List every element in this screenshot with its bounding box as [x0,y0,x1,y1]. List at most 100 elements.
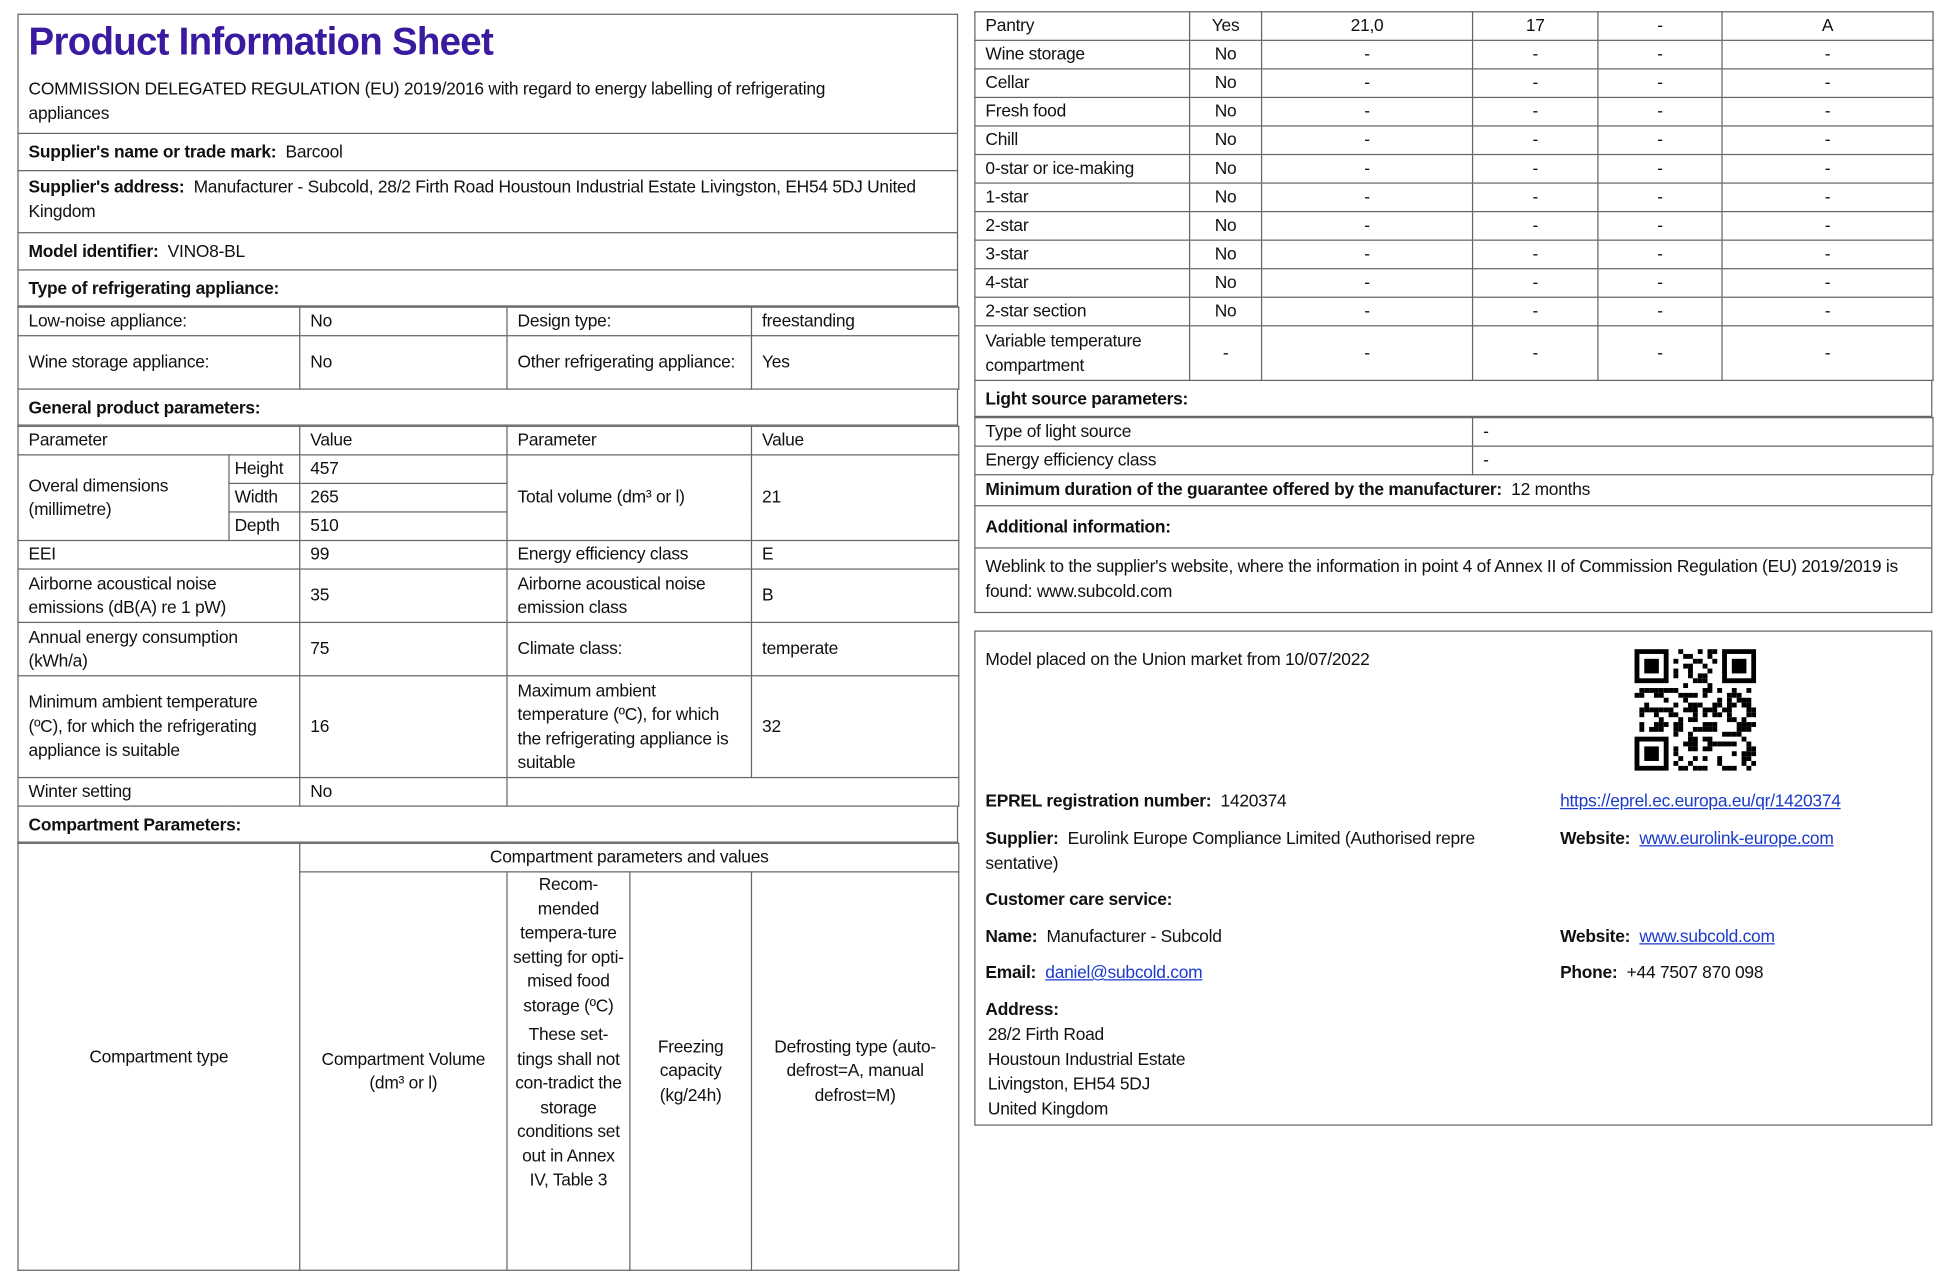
dim-label: Height [228,454,301,485]
care-heading: Customer care service: [985,888,1173,909]
cell: No [1188,268,1263,298]
light-heading: Light source parameters: [974,381,1933,418]
cell: - [1721,182,1934,213]
cell: Cellar [974,68,1191,99]
type-heading: Type of refrigerating appliance: [17,270,959,307]
compartment-values-table: Pantry Yes 21,0 17- A Wine storage No - - - - Cella… [974,11,1934,382]
cell: - [1471,296,1599,327]
cell: - [1471,182,1599,213]
cell: Winter setting [17,776,301,807]
cell: Energy efficiency class [974,445,1474,476]
cell: Low-noise appliance: [17,306,301,337]
compartment-row: 2-star section No - - - - [974,296,1934,327]
label: Supplier's name or trade mark: [28,141,277,162]
cell: No [1188,153,1263,184]
supplier-address-row: Supplier's address: Manufacturer - Subco… [17,171,959,234]
col-header: Compartment Volume (dm³ or l) [299,871,508,1271]
group-header: Compartment parameters and values [299,842,960,873]
supplier-website-link[interactable]: www.eurolink-europe.com [1639,827,1834,848]
address-line: 28/2 Firth Road [987,1023,1104,1044]
cell: - [1721,268,1934,298]
cell: Wine storage appliance: [17,335,301,390]
eprel-reg: EPREL registration number: 1420374 [985,788,1286,813]
compartment-row: Cellar No - - - - [974,68,1934,99]
label: Website: [1560,827,1631,848]
label: Email: [985,961,1037,982]
left-panel: Product Information Sheet COMMISSION DEL… [17,13,960,1271]
eprel-link[interactable]: https://eprel.ec.europa.eu/qr/1420374 [1560,790,1841,811]
cell: - [1260,96,1474,127]
cell: No [1188,68,1263,99]
supplier-row: Supplier: Eurolink Europe Compliance Lim… [985,825,1543,875]
cell: - [1721,153,1934,184]
additional-heading: Additional information: [974,506,1933,549]
cell [506,776,960,807]
cell: - [1260,210,1474,241]
col-header: Value [750,425,960,456]
value: Manufacturer - Subcold, 28/2 Firth Road … [28,176,917,221]
col-header: Defrosting type (auto-defrost=A, manual … [750,871,960,1271]
param-row: Airborne acoustical noise emissions (dB(… [17,568,960,624]
cell: 2-star section [974,296,1191,327]
cell: - [1597,325,1723,382]
cell: - [1471,153,1599,184]
compartment-row: 0-star or ice-making No - - - - [974,153,1934,184]
col-header: Parameter [506,425,753,456]
cell: EEI [17,539,301,570]
name-row: Name: Manufacturer - Subcold [985,923,1221,948]
text: These set-tings shall not con-tradict th… [515,1023,622,1189]
cell: - [1471,268,1599,298]
cell: Other refrigerating appliance: [506,335,753,390]
care-website-row: Website: www.subcold.com [1560,923,1775,948]
cell: Wine storage [974,39,1191,70]
regulation-text: COMMISSION DELEGATED REGULATION (EU) 201… [28,78,826,123]
cell: No [1188,96,1263,127]
cell: - [1597,96,1723,127]
cell: Pantry [974,11,1191,41]
eprel-box: Model placed on the Union market from 10… [974,630,1933,1126]
cell: - [1597,268,1723,298]
cell: 16 [299,675,508,779]
compartment-row: Chill No - - - - [974,125,1934,156]
cell: - [1260,182,1474,213]
value: Manufacturer - Subcold [1046,925,1222,946]
email-row: Email: daniel@subcold.com [985,959,1202,984]
guarantee-row: Minimum duration of the guarantee offere… [974,475,1933,507]
cell: Chill [974,125,1191,156]
cell: - [1597,153,1723,184]
value: 12 months [1511,479,1591,499]
label: EPREL registration number: [985,790,1212,811]
cell: - [1721,96,1934,127]
cell: Maximum ambient temperature (ºC), for wh… [506,675,753,779]
right-panel: Pantry Yes 21,0 17- A Wine storage No - - - - Cella… [974,11,1934,614]
type-table: Low-noise appliance: No Design type: freest… [17,306,960,390]
compartment-heading: Compartment Parameters: [17,806,959,843]
cell: - [1471,39,1599,70]
cell: freestanding [750,306,960,337]
header-block: Product Information Sheet COMMISSION DEL… [17,13,959,135]
param-row: Winter setting No [17,776,960,807]
label: Supplier: [985,827,1059,848]
label: Supplier's address: [28,176,185,197]
email-link[interactable]: daniel@subcold.com [1045,961,1203,982]
address-line: Houstoun Industrial Estate [987,1048,1186,1069]
cell: No [1188,125,1263,156]
cell: 21,0 [1260,11,1474,41]
cell: 35 [299,568,508,624]
cell: Climate class: [506,621,753,677]
cell: Airborne acoustical noise emission class [506,568,753,624]
address-line: Livingston, EH54 5DJ [987,1073,1151,1094]
label: Minimum duration of the guarantee offere… [985,479,1502,499]
cell: - [1721,325,1934,382]
cell: No [1188,239,1263,270]
cell: 17 [1471,11,1599,41]
phone-row: Phone: +44 7507 870 098 [1560,959,1763,984]
care-website-link[interactable]: www.subcold.com [1639,925,1775,946]
cell: Annual energy consumption (kWh/a) [17,621,301,677]
cell: Airborne acoustical noise emissions (dB(… [17,568,301,624]
cell: - [1260,268,1474,298]
param-row: Annual energy consumption (kWh/a) 75 Clima… [17,621,960,677]
compartment-row: Wine storage No - - - - [974,39,1934,70]
address-line: United Kingdom [987,1098,1109,1119]
cell: Minimum ambient temperature (ºC), for wh… [17,675,301,779]
